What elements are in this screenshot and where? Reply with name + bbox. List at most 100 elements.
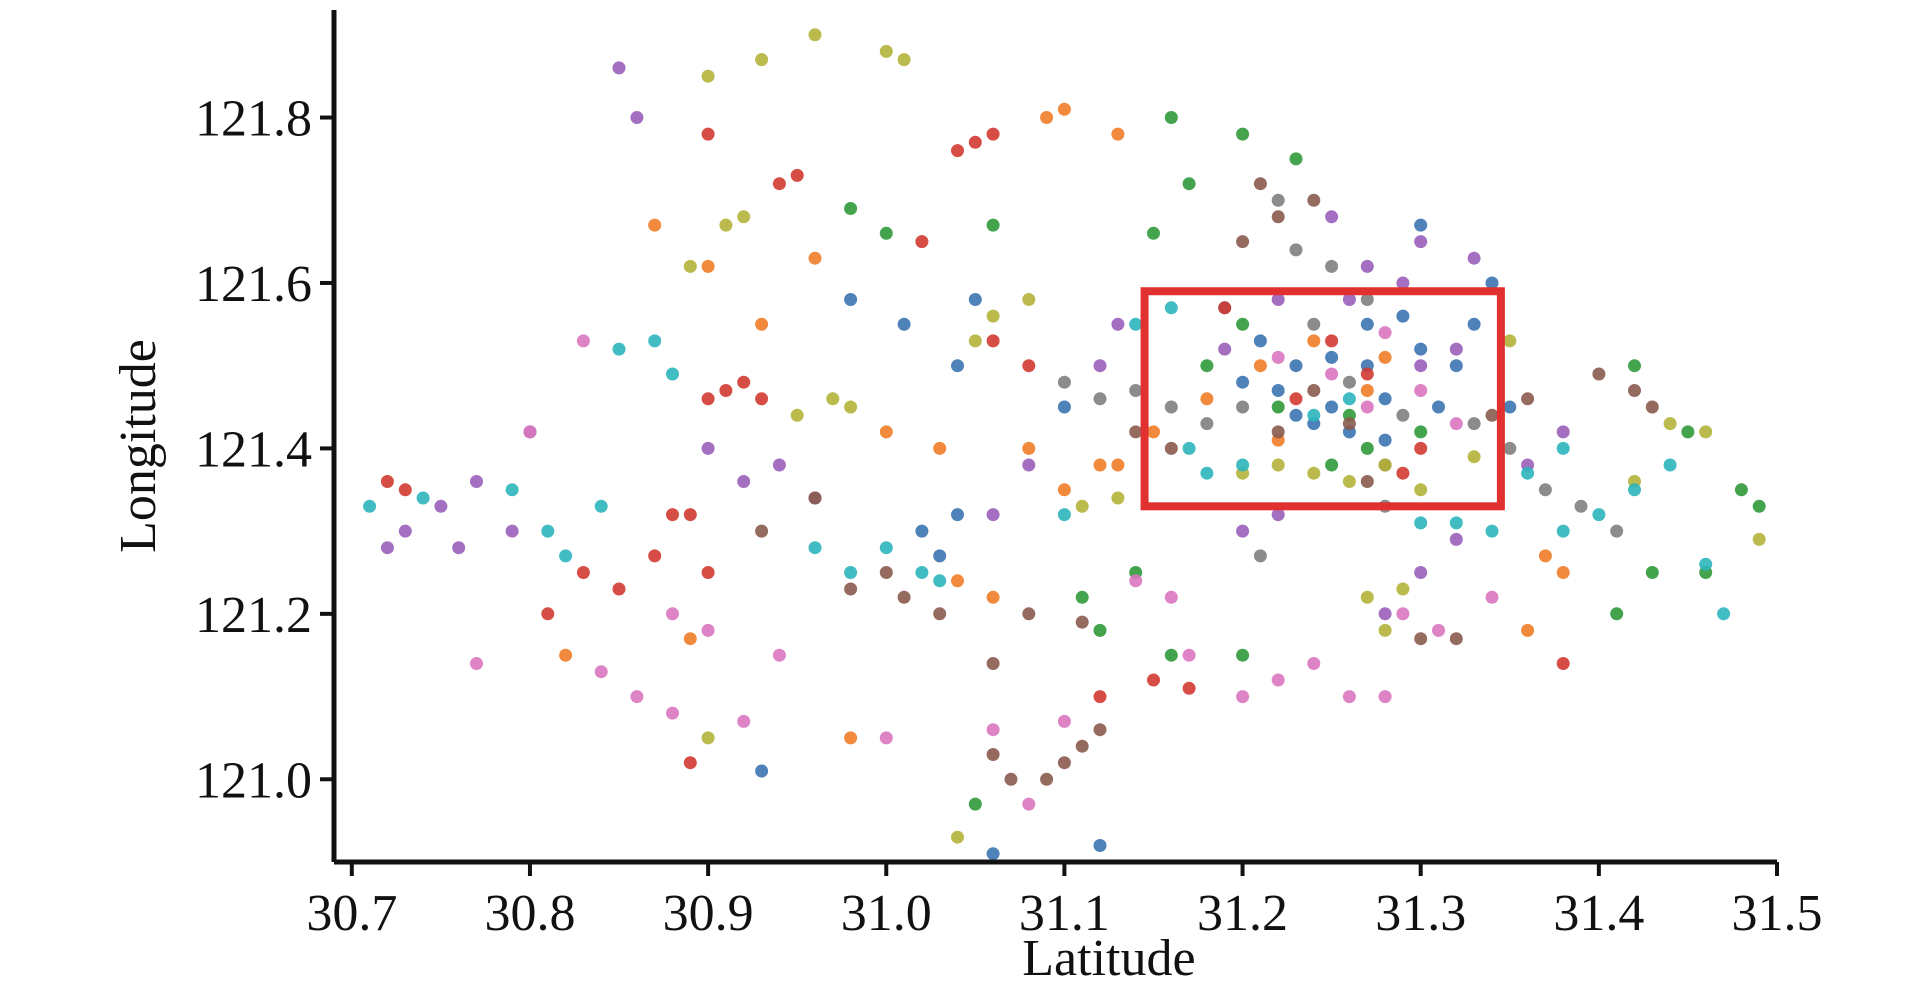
scatter-point: [1360, 293, 1374, 306]
scatter-point: [1307, 466, 1321, 480]
x-ticks: 30.7 30.8 30.9 31.0 31.1 31.2 31.3 31.4 31.5: [306, 862, 1823, 942]
scatter-point: [1325, 458, 1339, 472]
scatter-point: [1325, 210, 1339, 224]
scatter-point: [1218, 301, 1232, 315]
scatter-point: [1271, 400, 1285, 414]
scatter-point: [1485, 408, 1499, 422]
scatter-point: [1556, 441, 1570, 455]
scatter-point: [701, 623, 715, 637]
scatter-point: [1414, 483, 1428, 497]
scatter-point: [1449, 516, 1463, 530]
scatter-point: [1414, 425, 1428, 439]
scatter-point: [630, 690, 644, 704]
scatter-point: [755, 764, 769, 778]
scatter-point: [1236, 648, 1250, 662]
scatter-point: [1129, 384, 1143, 397]
scatter-point: [1057, 375, 1071, 389]
scatter-point: [701, 69, 715, 83]
scatter-point: [1236, 317, 1250, 331]
scatter-point: [986, 657, 1000, 670]
scatter-point: [1075, 615, 1089, 629]
scatter-point: [1485, 524, 1499, 538]
scatter-point: [1378, 458, 1392, 472]
scatter-point: [1378, 350, 1392, 364]
scatter-point: [1396, 276, 1410, 290]
scatter-point: [1253, 177, 1267, 191]
scatter-point: [1503, 441, 1517, 455]
scatter-point: [1414, 235, 1428, 249]
scatter-point: [523, 425, 537, 439]
scatter-point: [363, 499, 377, 513]
scatter-point: [968, 334, 982, 348]
scatter-point: [1236, 400, 1250, 414]
scatter-point: [1414, 342, 1428, 356]
scatter-point: [1253, 549, 1267, 563]
scatter-point: [1342, 293, 1356, 306]
scatter-point: [1610, 524, 1624, 538]
scatter-point: [1271, 193, 1285, 207]
scatter-point: [844, 731, 858, 745]
x-tick-label: 31.5: [1732, 885, 1823, 942]
scatter-point: [1396, 607, 1410, 621]
scatter-point: [1093, 458, 1107, 472]
scatter-point: [1449, 342, 1463, 356]
scatter-point: [1521, 392, 1535, 406]
scatter-point: [1236, 127, 1250, 141]
scatter-point: [933, 574, 947, 588]
scatter-point: [1307, 193, 1321, 207]
scatter-point: [701, 392, 715, 406]
scatter-point: [1289, 243, 1303, 257]
scatter-point: [915, 235, 929, 249]
scatter-point: [1485, 276, 1499, 290]
scatter-point: [879, 541, 893, 555]
scatter-point: [755, 524, 769, 538]
scatter-point: [1342, 475, 1356, 488]
scatter-point: [1360, 400, 1374, 414]
scatter-point: [1093, 623, 1107, 637]
scatter-point: [1129, 574, 1143, 588]
scatter-point: [1164, 590, 1178, 604]
scatter-point: [1236, 375, 1250, 389]
scatter-point: [380, 541, 394, 555]
scatter-point: [1040, 111, 1054, 124]
scatter-point: [1467, 450, 1481, 464]
scatter-point: [701, 259, 715, 273]
scatter-point: [1022, 458, 1036, 472]
scatter-point: [737, 375, 751, 389]
points-layer: [363, 28, 1766, 861]
scatter-point: [1503, 334, 1517, 348]
scatter-point: [1592, 367, 1606, 381]
scatter-point: [1503, 400, 1517, 414]
scatter-point: [1289, 359, 1303, 373]
scatter-point: [1663, 458, 1677, 472]
scatter-point: [1752, 532, 1766, 546]
x-tick-label: 31.4: [1553, 885, 1644, 942]
scatter-point: [1663, 417, 1677, 431]
scatter-point: [1538, 483, 1552, 497]
scatter-point: [951, 574, 964, 588]
scatter-point: [452, 541, 466, 555]
scatter-point: [612, 582, 626, 596]
scatter-point: [1325, 400, 1339, 414]
scatter-point: [1432, 400, 1445, 414]
scatter-point: [470, 657, 483, 670]
scatter-point: [1414, 384, 1428, 397]
scatter-point: [1325, 367, 1339, 381]
scatter-point: [1378, 607, 1392, 621]
scatter-point: [1628, 483, 1641, 497]
scatter-point: [879, 566, 893, 579]
scatter-point: [1236, 235, 1250, 249]
scatter-point: [1325, 350, 1339, 364]
scatter-point: [844, 582, 858, 596]
scatter-point: [986, 309, 1000, 323]
scatter-point: [1147, 425, 1160, 439]
scatter-point: [1414, 359, 1428, 373]
scatter-point: [844, 293, 858, 306]
scatter-point: [1307, 657, 1321, 670]
scatter-point: [1289, 152, 1303, 166]
scatter-point: [1164, 648, 1178, 662]
y-tick-label: 121.2: [195, 587, 312, 644]
scatter-point: [1200, 359, 1214, 373]
scatter-point: [1057, 483, 1071, 497]
